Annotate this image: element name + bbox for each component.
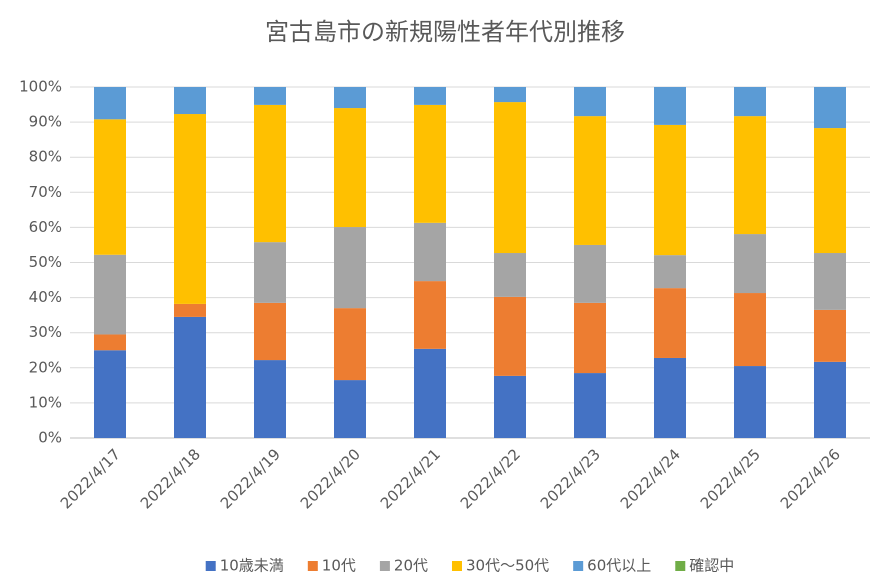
bar-segment xyxy=(654,288,686,358)
bar-segment xyxy=(654,87,686,125)
legend-item: 確認中 xyxy=(675,557,734,575)
bar-segment xyxy=(494,102,526,254)
legend-item: 20代 xyxy=(379,557,428,575)
bar-segment xyxy=(334,380,366,438)
x-tick-label: 2022/4/19 xyxy=(217,445,284,512)
y-tick-label: 100% xyxy=(19,78,62,96)
legend-item: 60代以上 xyxy=(573,557,651,575)
bar-segment xyxy=(494,296,526,376)
x-tick-label: 2022/4/22 xyxy=(457,445,524,512)
bar-segment xyxy=(654,357,686,438)
bar-segment xyxy=(94,334,126,351)
x-tick-label: 2022/4/21 xyxy=(377,445,444,512)
legend-item: 10歳未満 xyxy=(205,557,284,575)
legend-item: 10代 xyxy=(307,557,356,575)
bar-segment xyxy=(254,242,286,303)
legend-label: 20代 xyxy=(394,557,428,575)
x-tick-label: 2022/4/17 xyxy=(57,445,124,512)
y-tick-label: 10% xyxy=(29,393,62,411)
bar-segment xyxy=(174,87,206,115)
legend-label: 確認中 xyxy=(689,557,734,575)
chart-title: 宮古島市の新規陽性者年代別推移 xyxy=(265,18,625,46)
bar-segment xyxy=(814,128,846,254)
bar-segment xyxy=(654,124,686,256)
bar-segment xyxy=(814,87,846,129)
bar-segment xyxy=(94,119,126,255)
bar-segment xyxy=(494,253,526,297)
bar-segment xyxy=(174,114,206,304)
bar-segment xyxy=(574,116,606,245)
bar-segment xyxy=(94,350,126,438)
x-tick-label: 2022/4/18 xyxy=(137,445,204,512)
bar-segment xyxy=(734,116,766,235)
bar-segment xyxy=(414,222,446,282)
legend-label: 30代～50代 xyxy=(466,557,549,575)
x-tick-label: 2022/4/23 xyxy=(537,445,604,512)
bar-segment xyxy=(254,302,286,361)
y-tick-label: 60% xyxy=(29,218,62,236)
bar-segment xyxy=(814,361,846,438)
bar-segment xyxy=(494,87,526,103)
bar-segment xyxy=(174,303,206,317)
legend-swatch xyxy=(573,561,584,571)
legend-swatch xyxy=(451,561,462,571)
bar-segment xyxy=(334,227,366,309)
bar-segment xyxy=(814,253,846,310)
bar-segment xyxy=(334,308,366,381)
y-tick-label: 20% xyxy=(29,358,62,376)
y-tick-label: 40% xyxy=(29,288,62,306)
bar-segment xyxy=(254,104,286,243)
bar-segment xyxy=(94,87,126,120)
y-tick-label: 90% xyxy=(29,113,62,131)
y-tick-label: 0% xyxy=(38,429,62,447)
legend-item: 30代～50代 xyxy=(451,557,549,575)
bar-segment xyxy=(494,375,526,438)
legend-swatch xyxy=(675,561,686,571)
bar-segment xyxy=(334,87,366,109)
bar-segment xyxy=(574,244,606,303)
bar-segment xyxy=(254,360,286,438)
bar-segment xyxy=(414,281,446,349)
x-tick-label: 2022/4/24 xyxy=(617,445,684,512)
y-tick-label: 70% xyxy=(29,183,62,201)
bar-segment xyxy=(734,293,766,367)
legend-label: 10歳未満 xyxy=(220,557,284,575)
bar-segment xyxy=(574,302,606,374)
y-tick-label: 80% xyxy=(29,148,62,166)
bar-segment xyxy=(734,366,766,438)
bar-segment xyxy=(734,234,766,294)
legend-label: 60代以上 xyxy=(587,557,651,575)
bar-segment xyxy=(414,348,446,438)
bar-segment xyxy=(574,373,606,438)
bar-segment xyxy=(734,87,766,117)
bar-segment xyxy=(254,87,286,105)
y-tick-label: 30% xyxy=(29,323,62,341)
legend-swatch xyxy=(205,561,216,571)
y-tick-label: 50% xyxy=(29,253,62,271)
bar-segment xyxy=(94,254,126,335)
legend-label: 10代 xyxy=(322,557,356,575)
x-tick-label: 2022/4/20 xyxy=(297,445,364,512)
x-tick-label: 2022/4/25 xyxy=(697,445,764,512)
bar-segment xyxy=(174,316,206,438)
bar-segment xyxy=(414,104,446,223)
bar-segment xyxy=(574,87,606,117)
bar-segment xyxy=(814,309,846,362)
x-tick-label: 2022/4/26 xyxy=(777,445,844,512)
bar-segment xyxy=(334,108,366,228)
legend-swatch xyxy=(307,561,318,571)
legend-swatch xyxy=(379,561,390,571)
bar-segment xyxy=(654,255,686,289)
bar-segment xyxy=(414,87,446,105)
